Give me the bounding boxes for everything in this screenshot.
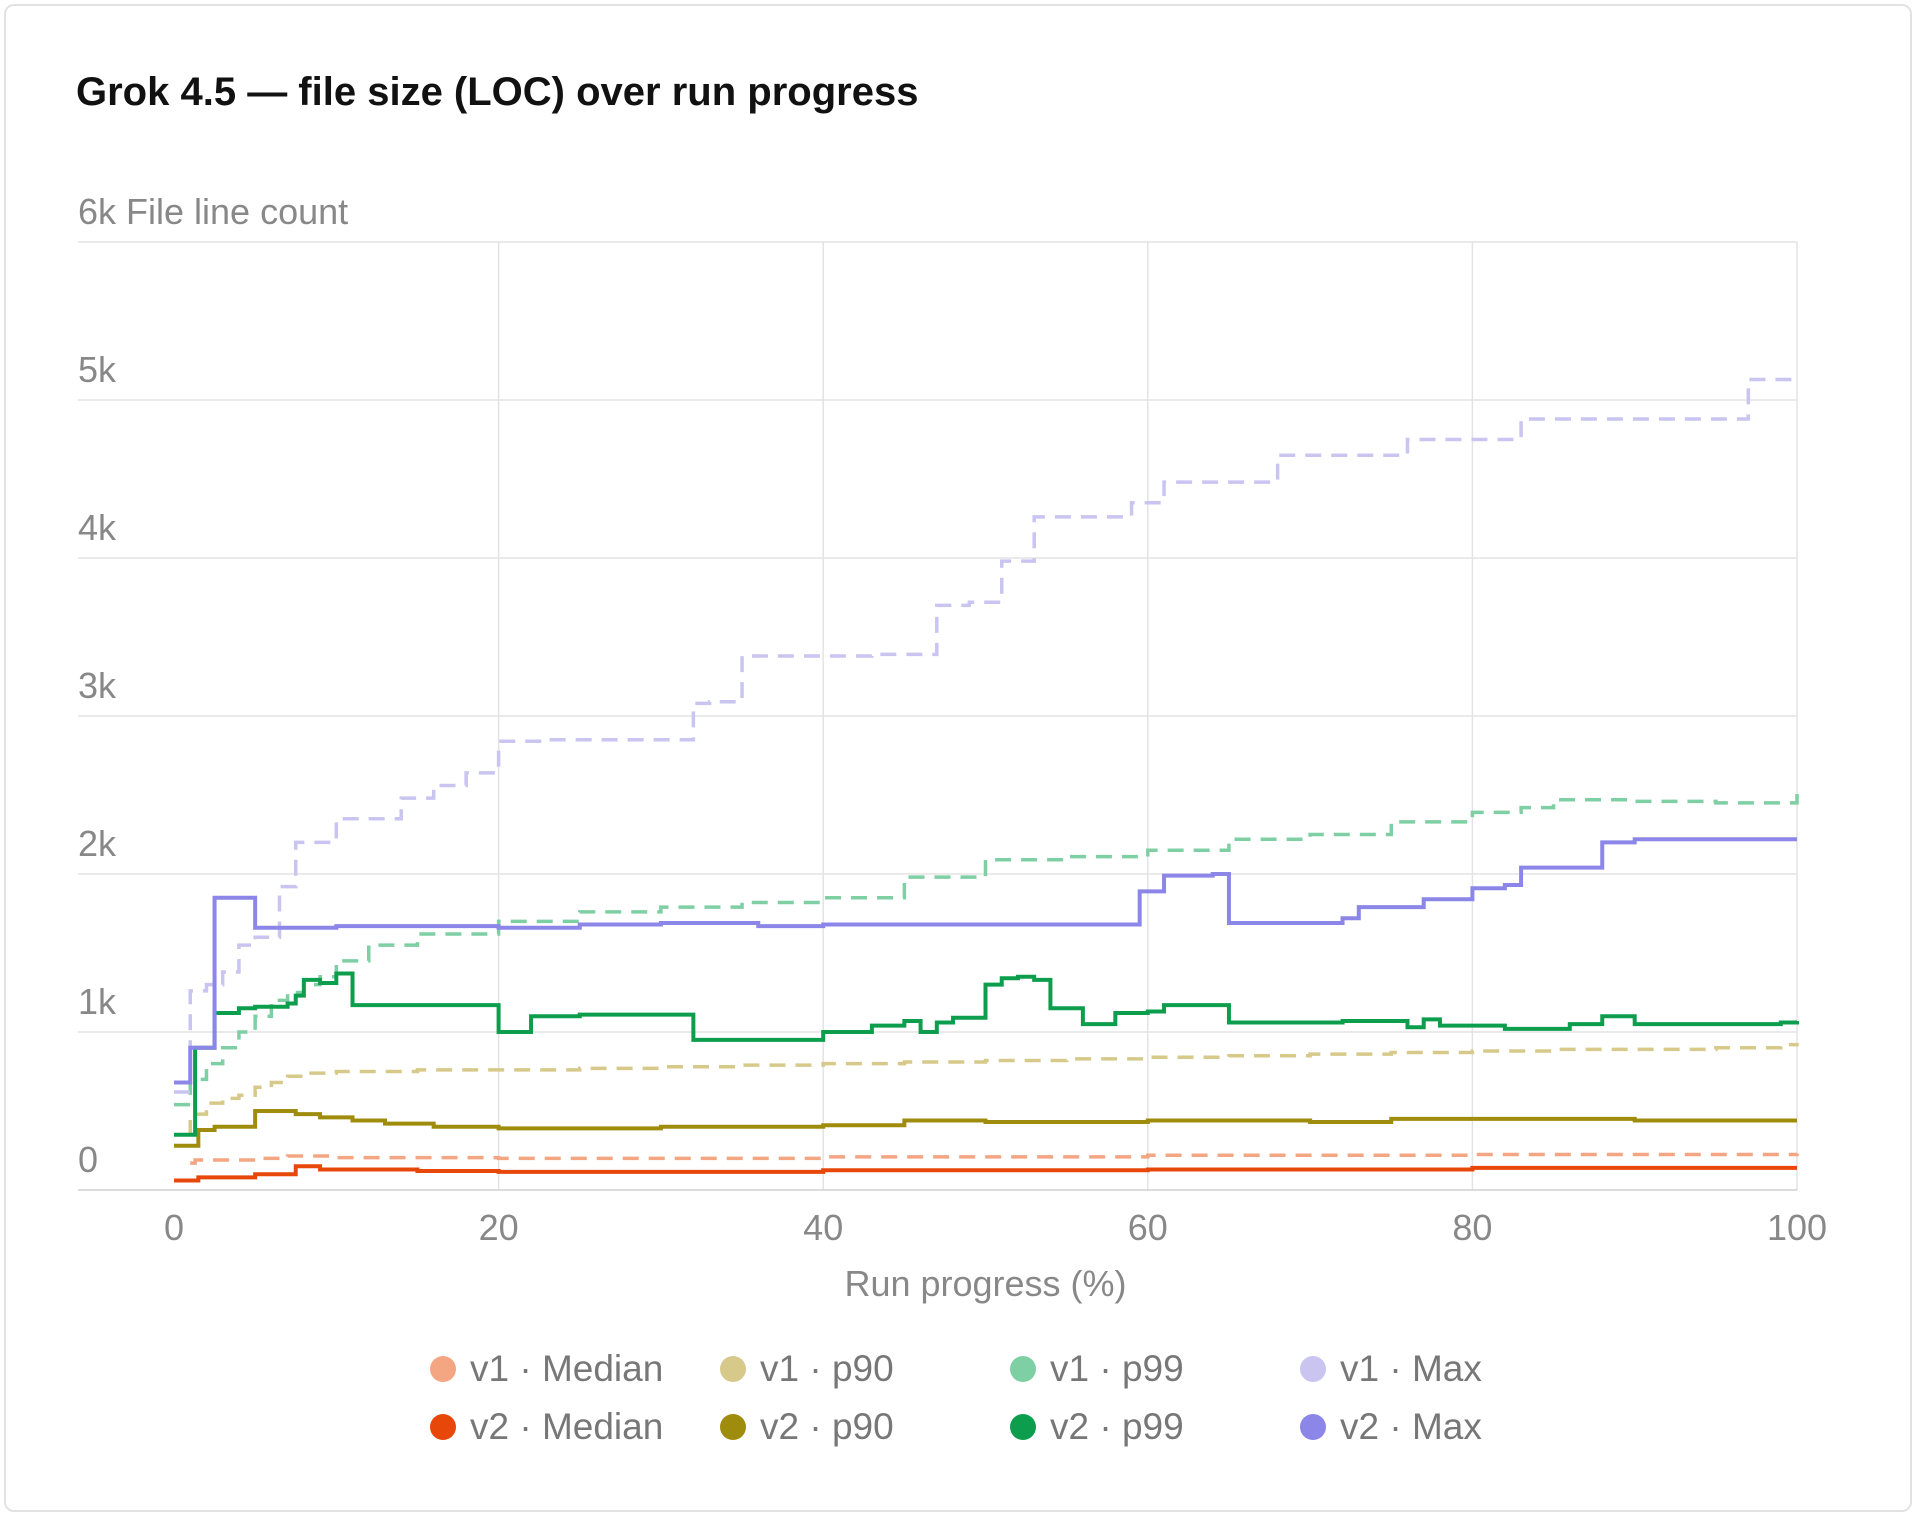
chart-title: Grok 4.5 — file size (LOC) over run prog… — [76, 70, 919, 114]
legend-item: v2 · p99 — [1010, 1398, 1300, 1456]
y-tick-label: 3k — [78, 665, 117, 706]
legend-swatch — [1010, 1414, 1036, 1440]
x-tick-label: 20 — [479, 1207, 519, 1248]
series-line-v1-median — [190, 1152, 1799, 1165]
legend-swatch — [720, 1414, 746, 1440]
legend-label: v1 · p99 — [1050, 1348, 1184, 1389]
x-tick-label: 100 — [1767, 1207, 1827, 1248]
legend-item: v2 · Median — [430, 1398, 720, 1456]
series-line-v2-p90 — [174, 1109, 1797, 1148]
legend-item: v1 · p90 — [720, 1340, 1010, 1398]
legend-item: v1 · Max — [1300, 1340, 1550, 1398]
legend-swatch — [720, 1356, 746, 1382]
y-tick-label: 5k — [78, 349, 117, 390]
legend-swatch — [430, 1356, 456, 1382]
legend-label: v1 · p90 — [760, 1348, 894, 1389]
y-tick-label: 6k File line count — [78, 191, 348, 232]
x-axis-label: Run progress (%) — [844, 1263, 1126, 1304]
legend-swatch — [1300, 1356, 1326, 1382]
chart-card — [4, 4, 1912, 1512]
y-tick-label: 2k — [78, 823, 117, 864]
legend-item: v2 · Max — [1300, 1398, 1550, 1456]
legend-swatch — [1010, 1356, 1036, 1382]
x-tick-label: 0 — [164, 1207, 184, 1248]
legend-label: v2 · p90 — [760, 1406, 894, 1447]
series-line-v1-p90 — [174, 1042, 1799, 1148]
legend-swatch — [1300, 1414, 1326, 1440]
series-line-v2-p99 — [174, 971, 1799, 1137]
legend-label: v2 · p99 — [1050, 1406, 1184, 1447]
y-tick-label: 4k — [78, 507, 117, 548]
legend-label: v2 · Max — [1340, 1406, 1482, 1447]
series-line-v2-median — [174, 1164, 1797, 1183]
series-line-v1-p99 — [174, 787, 1799, 1107]
y-tick-label: 0 — [78, 1139, 98, 1180]
series-line-v1-max — [174, 376, 1799, 1094]
legend-item: v1 · Median — [430, 1340, 720, 1398]
x-tick-label: 80 — [1452, 1207, 1492, 1248]
chart-legend: v1 · Median v1 · p90 v1 · p99 v1 · Max v2 · … — [430, 1340, 1550, 1464]
x-tick-label: 60 — [1128, 1207, 1168, 1248]
x-tick-label: 40 — [803, 1207, 843, 1248]
legend-swatch — [430, 1414, 456, 1440]
legend-item: v2 · p90 — [720, 1398, 1010, 1456]
series-line-v2-max — [174, 837, 1797, 1085]
legend-item: v1 · p99 — [1010, 1340, 1300, 1398]
y-tick-label: 1k — [78, 981, 117, 1022]
legend-label: v1 · Median — [470, 1348, 664, 1389]
legend-label: v2 · Median — [470, 1406, 664, 1447]
legend-label: v1 · Max — [1340, 1348, 1482, 1389]
